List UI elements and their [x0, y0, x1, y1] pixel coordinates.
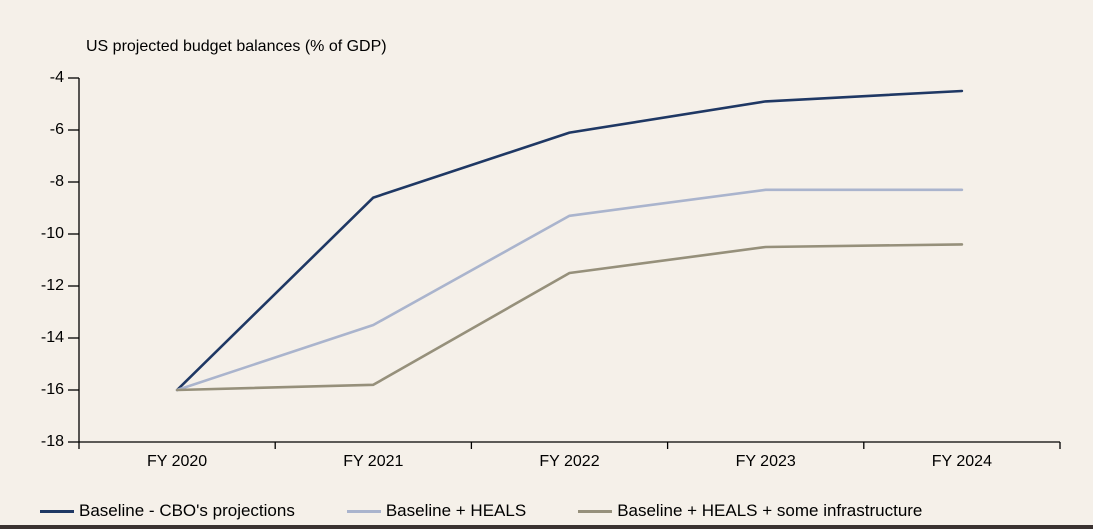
legend-label: Baseline + HEALS — [385, 501, 527, 520]
legend-swatch-icon — [40, 509, 74, 513]
y-tick-label: -10 — [40, 225, 64, 242]
y-tick-label: -18 — [40, 433, 64, 450]
legend-swatch-icon — [578, 509, 613, 513]
x-tick-label: FY 2022 — [539, 453, 600, 470]
series-line-0 — [175, 89, 964, 392]
legend-swatch-icon — [346, 509, 381, 513]
x-tick-label: FY 2020 — [146, 453, 208, 470]
legend-entry-1: Baseline + HEALS — [346, 501, 527, 521]
legend: Baseline - CBO's projections Baseline + H… — [40, 501, 922, 521]
legend-label: Baseline - CBO's projections — [79, 501, 295, 520]
legend-label: Baseline + HEALS + some infrastructure — [617, 501, 923, 520]
x-tick-label: FY 2024 — [931, 453, 992, 470]
x-tick-label: FY 2021 — [343, 453, 404, 470]
series-line-2 — [175, 243, 964, 392]
legend-entry-2: Baseline + HEALS + some infrastructure — [578, 501, 922, 521]
y-tick-label: -8 — [49, 173, 64, 190]
series-line-1 — [175, 188, 964, 392]
y-tick-label: -12 — [40, 277, 64, 294]
legend-entry-0: Baseline - CBO's projections — [40, 501, 295, 521]
chart-title: US projected budget balances (% of GDP) — [86, 38, 387, 55]
y-tick-label: -16 — [40, 381, 64, 398]
bottom-border — [0, 525, 1093, 529]
y-tick-label: -14 — [40, 329, 64, 346]
y-tick-label: -4 — [49, 69, 64, 86]
y-tick-label: -6 — [49, 121, 64, 138]
x-tick-label: FY 2023 — [735, 453, 796, 470]
